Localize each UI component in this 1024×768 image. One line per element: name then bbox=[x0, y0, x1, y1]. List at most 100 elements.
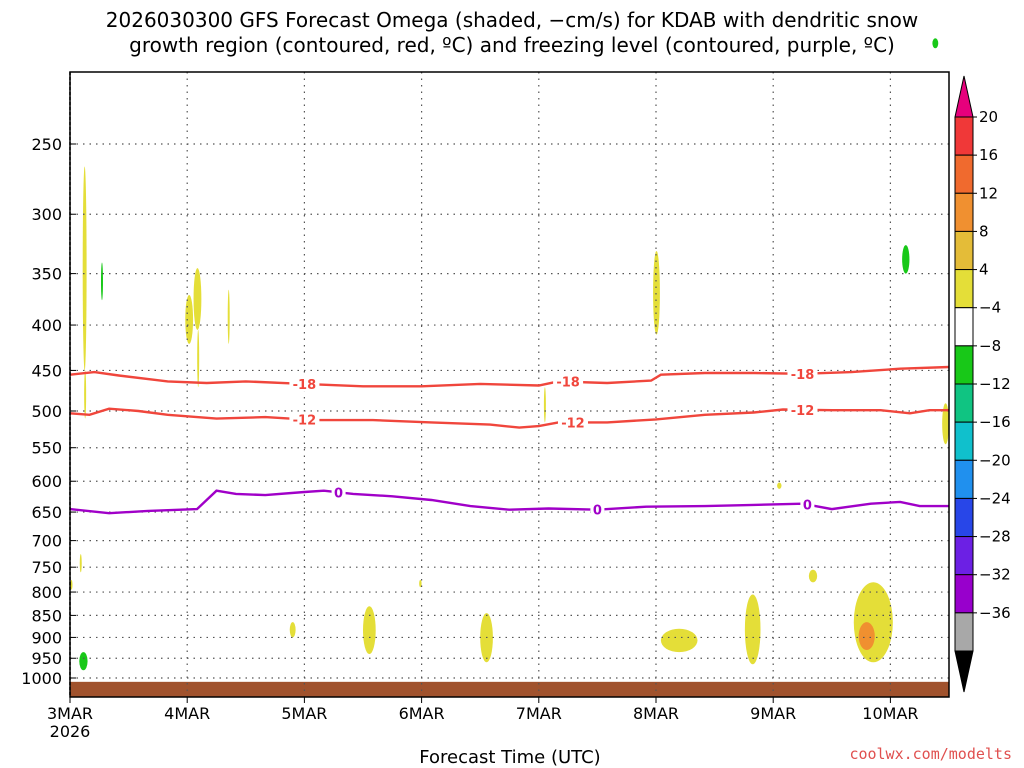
colorbar-label-5: −4 bbox=[979, 299, 1001, 317]
colorbar-label-9: −20 bbox=[979, 451, 1011, 469]
colorbar-box-0 bbox=[954, 116, 974, 156]
omega-shade-region-0 bbox=[82, 166, 87, 371]
omega-shade-region-18 bbox=[363, 606, 376, 655]
colorbar-box-4 bbox=[954, 269, 974, 309]
minus18-contour-label-bg-1 bbox=[553, 373, 584, 390]
minus12-contour-label-bg-1 bbox=[557, 414, 588, 431]
colorbar-label-2: 12 bbox=[979, 184, 998, 202]
omega-shade-region-3 bbox=[193, 268, 202, 330]
omega-shade-region-22 bbox=[744, 594, 761, 665]
omega-shade-region-13 bbox=[808, 569, 818, 583]
ytick-label-650: 650 bbox=[31, 503, 62, 522]
minus18-contour-label-0: -18 bbox=[293, 378, 317, 393]
ytick-label-600: 600 bbox=[31, 472, 62, 491]
ytick-label-800: 800 bbox=[31, 583, 62, 602]
minus12-contour-label-bg-0 bbox=[289, 411, 320, 428]
colorbar-box-13 bbox=[954, 612, 974, 652]
colorbar-label-3: 8 bbox=[979, 222, 989, 240]
ytick-label-250: 250 bbox=[31, 135, 62, 154]
minus18-contour-line bbox=[69, 365, 950, 388]
omega-shade-region-4 bbox=[197, 329, 200, 388]
minus12-contour-label-0: -12 bbox=[293, 414, 317, 429]
xtick-label-8MAR: 8MAR bbox=[633, 704, 679, 723]
ytick-label-950: 950 bbox=[31, 649, 62, 668]
xtick-label-4MAR: 4MAR bbox=[164, 704, 210, 723]
colorbar-box-5 bbox=[954, 307, 974, 347]
colorbar-box-3 bbox=[954, 230, 974, 271]
omega-shade-region-2 bbox=[185, 295, 194, 344]
omega-shade-region-23 bbox=[853, 582, 893, 663]
minus12-contour-label-bg-2 bbox=[787, 401, 818, 418]
surface-band bbox=[70, 681, 949, 697]
xtick-label-7MAR: 7MAR bbox=[516, 704, 562, 723]
ytick-label-300: 300 bbox=[31, 205, 62, 224]
colorbar-label-11: −28 bbox=[979, 528, 1011, 546]
colorbar-box-9 bbox=[954, 459, 974, 499]
omega-shade-region-11 bbox=[942, 403, 949, 445]
omega-shade-region-19 bbox=[419, 579, 422, 588]
zero-contour-label-1: 0 bbox=[593, 504, 602, 519]
omega-shade-region-7 bbox=[653, 250, 660, 335]
zero-contour-label-bg-2 bbox=[800, 496, 815, 513]
zero-contour-label-0: 0 bbox=[334, 486, 343, 501]
colorbar-label-7: −12 bbox=[979, 375, 1011, 393]
ytick-label-1000: 1000 bbox=[21, 669, 62, 688]
ytick-label-450: 450 bbox=[31, 361, 62, 380]
colorbar-top-arrow bbox=[954, 75, 974, 118]
minus18-contour-label-1: -18 bbox=[556, 376, 580, 391]
omega-shade-region-14 bbox=[79, 652, 88, 671]
omega-shade-region-17 bbox=[289, 622, 296, 638]
xtick-label-9MAR: 9MAR bbox=[750, 704, 796, 723]
colorbar-box-7 bbox=[954, 383, 974, 423]
colorbar-label-4: 4 bbox=[979, 261, 989, 279]
colorbar-label-6: −8 bbox=[979, 337, 1001, 355]
omega-shade-region-24 bbox=[858, 622, 875, 651]
colorbar-box-2 bbox=[954, 192, 974, 232]
colorbar-label-0: 20 bbox=[979, 108, 998, 126]
zero-contour-label-bg-0 bbox=[331, 484, 346, 501]
credit-text: coolwx.com/modelts bbox=[849, 745, 1012, 763]
xtick-label-6MAR: 6MAR bbox=[399, 704, 445, 723]
omega-shade-region-21 bbox=[660, 628, 698, 653]
xtick-year-label: 2026 bbox=[50, 722, 91, 741]
minus12-contour-label-2: -12 bbox=[791, 404, 815, 419]
omega-shade-region-6 bbox=[100, 262, 103, 301]
colorbar-box-12 bbox=[954, 574, 974, 614]
zero-contour-label-bg-1 bbox=[590, 501, 605, 518]
ytick-label-900: 900 bbox=[31, 628, 62, 647]
omega-shade-region-10 bbox=[932, 38, 939, 49]
colorbar-label-10: −24 bbox=[979, 489, 1011, 507]
ytick-label-550: 550 bbox=[31, 439, 62, 458]
omega-shade-region-16 bbox=[70, 579, 73, 590]
plot-area: 250 300 350 400 450 500 550 600 650 700 750 800 850 9… bbox=[21, 38, 950, 741]
ytick-label-850: 850 bbox=[31, 606, 62, 625]
zero-contour-line bbox=[69, 489, 949, 515]
colorbar-label-12: −32 bbox=[979, 566, 1011, 584]
colorbar-box-8 bbox=[954, 421, 974, 461]
colorbar-label-1: 16 bbox=[979, 146, 998, 164]
ytick-label-700: 700 bbox=[31, 532, 62, 551]
xtick-label-5MAR: 5MAR bbox=[281, 704, 327, 723]
minus12-contour-label-1: -12 bbox=[561, 416, 585, 431]
colorbar-box-11 bbox=[954, 536, 974, 576]
minus18-contour-label-2: -18 bbox=[791, 368, 815, 383]
xtick-label-3MAR: 3MAR bbox=[47, 704, 93, 723]
omega-shade-region-12 bbox=[777, 482, 782, 489]
omega-shade-region-5 bbox=[227, 289, 230, 344]
minus12-contour-line bbox=[69, 407, 949, 429]
ytick-label-350: 350 bbox=[31, 265, 62, 284]
x-axis-label: Forecast Time (UTC) bbox=[419, 747, 600, 768]
ytick-label-500: 500 bbox=[31, 402, 62, 421]
xtick-label-10MAR: 10MAR bbox=[862, 704, 918, 723]
colorbar-box-10 bbox=[954, 497, 974, 538]
omega-shade-region-9 bbox=[902, 245, 910, 274]
minus18-contour-label-bg-2 bbox=[787, 365, 818, 382]
omega-shade-region-15 bbox=[79, 554, 82, 573]
colorbar-bottom-arrow bbox=[954, 650, 974, 693]
colorbar-box-1 bbox=[954, 154, 974, 194]
omega-shade-region-1 bbox=[84, 370, 87, 419]
zero-contour-label-2: 0 bbox=[803, 499, 812, 514]
colorbar-box-6 bbox=[954, 345, 974, 385]
colorbar-label-8: −16 bbox=[979, 413, 1011, 431]
